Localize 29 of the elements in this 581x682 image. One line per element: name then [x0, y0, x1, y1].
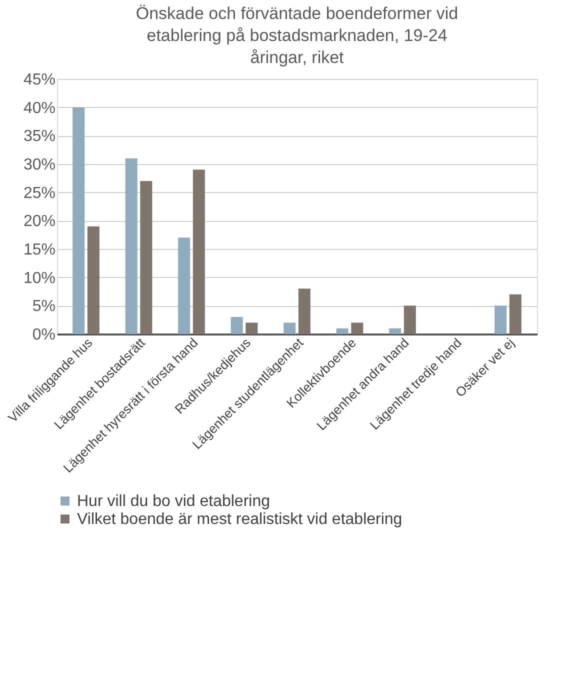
bar	[178, 238, 190, 334]
legend-label: Hur vill du bo vid etablering	[77, 493, 270, 510]
bar	[298, 288, 310, 334]
bar	[230, 317, 243, 334]
y-tick-label: 0%	[32, 326, 56, 344]
y-tick-label: 25%	[23, 184, 56, 202]
legend-label: Vilket boende är mest realistiskt vid etablering	[77, 511, 402, 528]
bar	[336, 328, 348, 334]
bar	[494, 306, 507, 334]
bar	[246, 322, 258, 334]
y-tick-label: 30%	[23, 156, 56, 174]
chart-title: Önskade och förväntade boendeformer vid etablering på bostadsmarknaden, 19-24 åringar, riket	[136, 4, 458, 67]
bar	[125, 158, 138, 334]
bar	[87, 226, 100, 334]
bar	[192, 170, 205, 334]
bar	[140, 181, 152, 334]
bar	[509, 294, 522, 334]
bar	[404, 306, 416, 334]
y-tick-label: 45%	[23, 72, 56, 88]
bar	[351, 322, 364, 334]
bar	[389, 328, 402, 334]
y-tick-label: 20%	[23, 213, 56, 230]
bar	[72, 107, 85, 334]
y-tick-label: 10%	[23, 270, 56, 287]
y-tick-label: 15%	[23, 242, 56, 258]
y-tick-label: 35%	[23, 128, 56, 146]
y-tick-label: 5%	[32, 298, 56, 316]
y-tick-label: 40%	[23, 100, 56, 117]
bar	[284, 322, 296, 334]
